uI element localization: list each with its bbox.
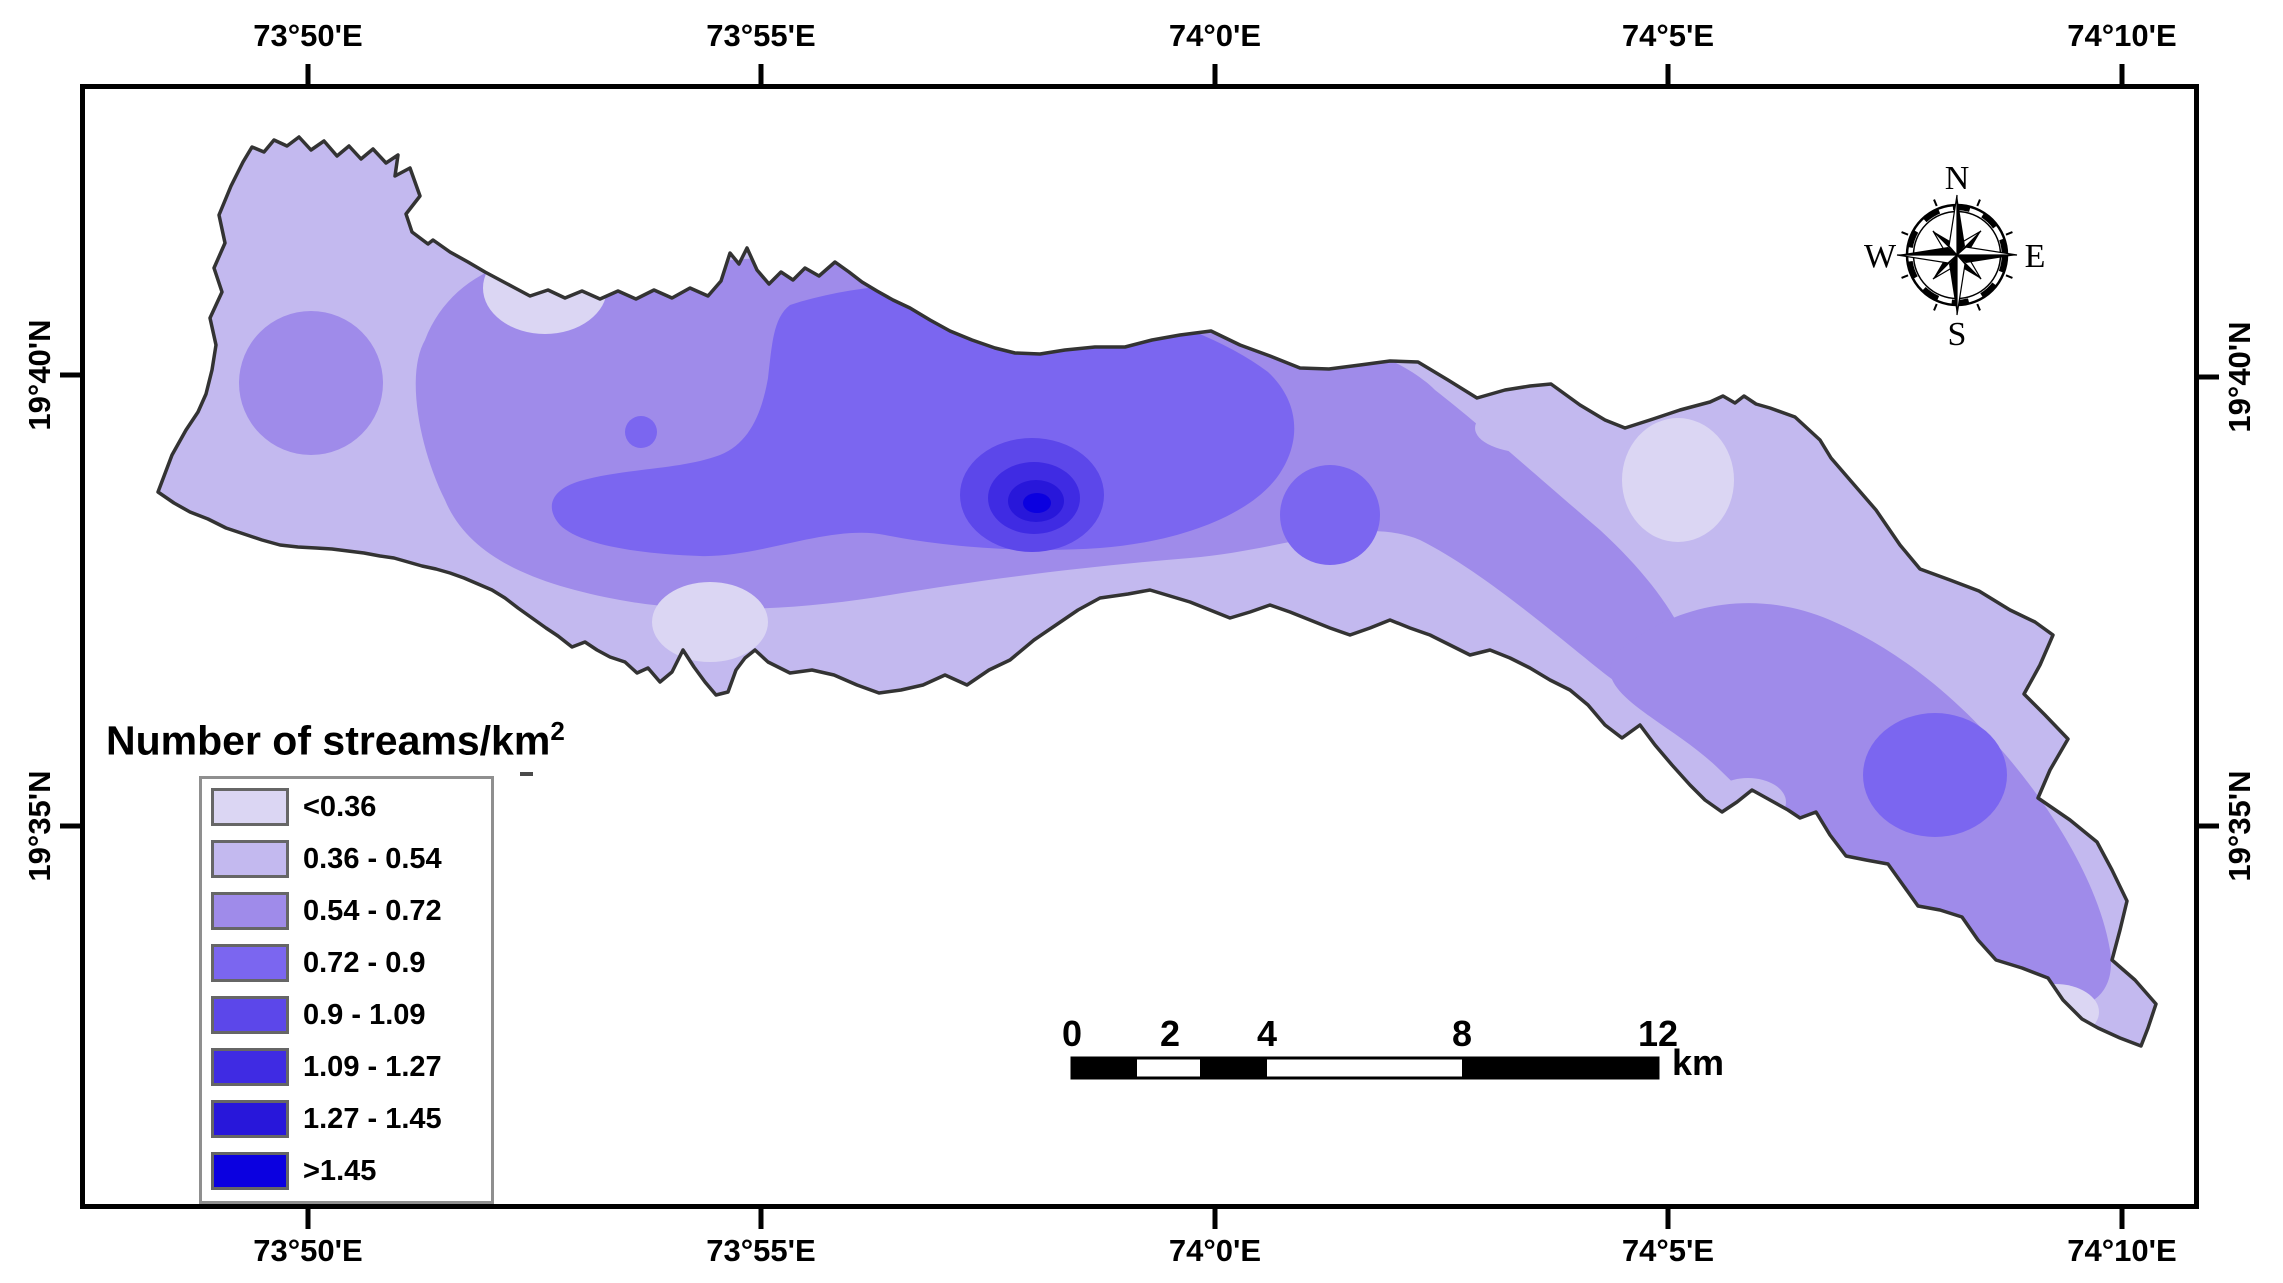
- legend-title: Number of streams/km2: [106, 716, 565, 765]
- watershed-boundary: [156, 135, 2158, 1048]
- legend-row: 1.09 - 1.27: [202, 1048, 491, 1086]
- density-zone-1-patch-tail-end: [2011, 984, 2099, 1040]
- density-zone-4-east-blob: [1280, 465, 1380, 565]
- scalebar-unit: km: [1672, 1042, 1725, 1083]
- legend-swatch-7: [211, 1100, 289, 1138]
- density-zone-2-patch-gap: [1475, 403, 1585, 453]
- legend-label-4: 0.72 - 0.9: [303, 946, 426, 979]
- legend-swatch-2: [211, 840, 289, 878]
- density-zone-4-small-dot: [625, 416, 657, 448]
- density-zone-3-west-circle: [239, 311, 383, 455]
- lon-label-bottom-2: 73°55'E: [706, 1233, 816, 1268]
- legend-label-1: <0.36: [303, 790, 377, 823]
- legend-row: 0.54 - 0.72: [202, 892, 491, 930]
- legend-swatch-6: [211, 1048, 289, 1086]
- compass-west-label: W: [1864, 238, 1897, 275]
- stray-mark: [520, 772, 533, 776]
- lon-label-bottom-3: 74°0'E: [1168, 1233, 1262, 1268]
- lon-label-bottom-4: 74°5'E: [1621, 1233, 1715, 1268]
- legend-swatch-1: [211, 788, 289, 826]
- legend-swatch-8: [211, 1152, 289, 1190]
- scalebar-label-8: 8: [1451, 1013, 1473, 1054]
- lon-label-top-5: 74°10'E: [2067, 18, 2177, 53]
- density-zone-1-patch-nw: [483, 242, 607, 334]
- scalebar-label-4: 4: [1256, 1013, 1278, 1054]
- legend-label-6: 1.09 - 1.27: [303, 1050, 442, 1083]
- legend-row: 0.72 - 0.9: [202, 944, 491, 982]
- legend-row: 0.36 - 0.54: [202, 840, 491, 878]
- legend-row: 1.27 - 1.45: [202, 1100, 491, 1138]
- legend-swatch-5: [211, 996, 289, 1034]
- density-zone-3-tail: [1610, 603, 2112, 1008]
- graticule-ticks: [60, 64, 2219, 1229]
- scalebar-label-12: 12: [1637, 1013, 1679, 1054]
- legend-swatch-3: [211, 892, 289, 930]
- compass-east-label: E: [2025, 238, 2046, 275]
- density-zone-1-patch-south: [652, 582, 768, 662]
- legend-title-superscript: 2: [550, 716, 565, 746]
- legend-row: >1.45: [202, 1152, 491, 1190]
- legend-title-text: Number of streams/km: [106, 717, 551, 764]
- lat-label-left-1: 19°40'N: [22, 319, 57, 431]
- lon-label-top-2: 73°55'E: [706, 18, 816, 53]
- density-zone-4-se-blob: [1863, 713, 2007, 837]
- density-zone-4-main: [551, 283, 1295, 557]
- legend-label-3: 0.54 - 0.72: [303, 894, 442, 927]
- lat-label-right-2: 19°35'N: [2222, 770, 2257, 882]
- lon-label-top-4: 74°5'E: [1621, 18, 1715, 53]
- scalebar-label-2: 2: [1159, 1013, 1181, 1054]
- lon-label-bottom-5: 74°10'E: [2067, 1233, 2177, 1268]
- lon-label-bottom-1: 73°50'E: [253, 1233, 363, 1268]
- legend-label-7: 1.27 - 1.45: [303, 1102, 442, 1135]
- legend-label-2: 0.36 - 0.54: [303, 842, 442, 875]
- lon-label-top-3: 74°0'E: [1168, 18, 1262, 53]
- scalebar-label-0: 0: [1061, 1013, 1083, 1054]
- legend-label-8: >1.45: [303, 1154, 377, 1187]
- compass-north-label: N: [1945, 160, 1970, 197]
- legend-box: <0.36 0.36 - 0.54 0.54 - 0.72 0.72 - 0.9…: [199, 776, 494, 1204]
- legend-row: <0.36: [202, 788, 491, 826]
- legend-label-5: 0.9 - 1.09: [303, 998, 426, 1031]
- compass-outer-ticks: [1901, 199, 2013, 311]
- map-frame: [80, 84, 2199, 1209]
- compass-star-cardinals: [1896, 194, 2018, 316]
- compass-rose: N E S W: [1864, 160, 2045, 353]
- scale-bar: [1070, 1056, 1660, 1080]
- density-zone-1-patch-east: [1622, 418, 1734, 542]
- legend-row: 0.9 - 1.09: [202, 996, 491, 1034]
- compass-south-label: S: [1948, 316, 1967, 353]
- lat-label-right-1: 19°40'N: [2222, 321, 2257, 433]
- lat-label-left-2: 19°35'N: [22, 770, 57, 882]
- legend-swatch-4: [211, 944, 289, 982]
- density-zone-8-core: [1023, 493, 1051, 513]
- lon-label-top-1: 73°50'E: [253, 18, 363, 53]
